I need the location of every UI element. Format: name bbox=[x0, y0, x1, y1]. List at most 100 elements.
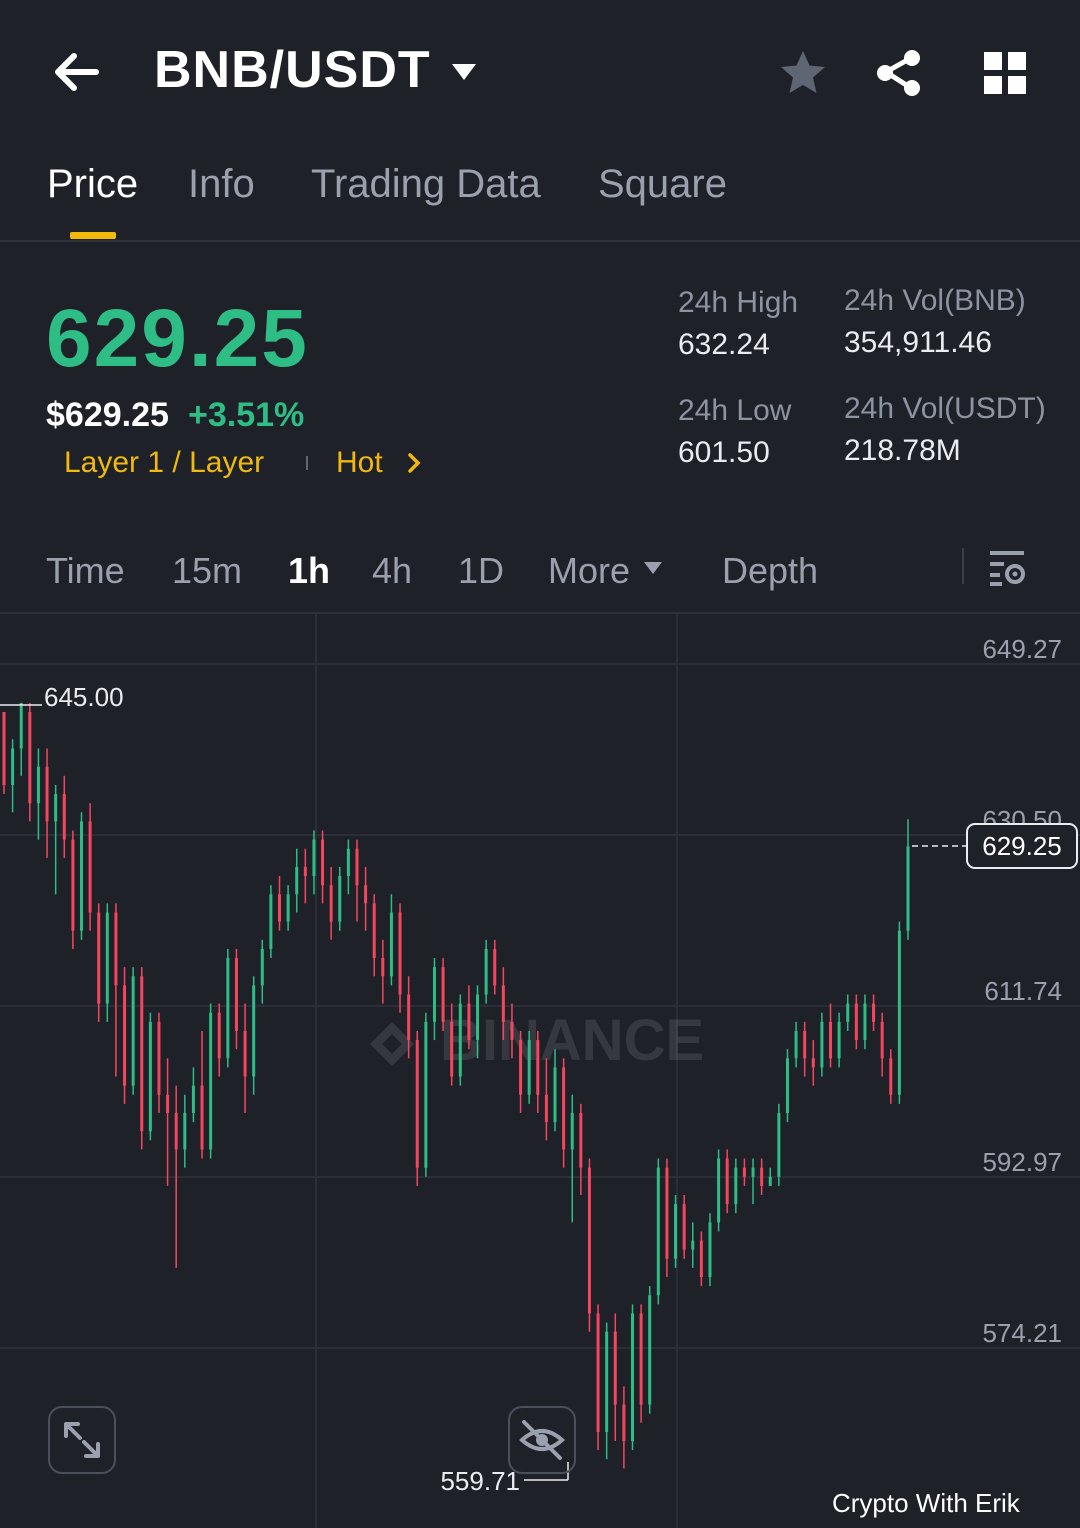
candle-body bbox=[200, 1085, 204, 1150]
tab-price[interactable]: Price bbox=[47, 162, 139, 206]
candle-body bbox=[329, 885, 333, 922]
candle-body bbox=[54, 794, 58, 822]
candle-body bbox=[303, 866, 307, 877]
candle-body bbox=[79, 821, 83, 931]
category-tag[interactable]: Layer 1 / Layer bbox=[64, 446, 265, 479]
tab-square[interactable]: Square bbox=[598, 162, 727, 206]
candle-body bbox=[62, 794, 66, 840]
interval-15m[interactable]: 15m bbox=[172, 550, 243, 591]
candle-body bbox=[389, 912, 393, 977]
candle-body bbox=[71, 839, 75, 931]
hide-indicators-button[interactable] bbox=[508, 1406, 576, 1474]
candle-body bbox=[699, 1240, 703, 1278]
grid-menu-icon[interactable] bbox=[982, 50, 1028, 96]
expand-chart-button[interactable] bbox=[48, 1406, 116, 1474]
y-axis-label: 649.27 bbox=[982, 634, 1062, 664]
pair-title[interactable]: BNB/USDT bbox=[154, 41, 431, 99]
candle-body bbox=[432, 967, 436, 1022]
candle-body bbox=[441, 967, 445, 1022]
candle-body bbox=[381, 958, 385, 977]
candle-body bbox=[321, 839, 325, 886]
candle-body bbox=[587, 1167, 591, 1314]
candle-body bbox=[656, 1167, 660, 1296]
candle-body bbox=[269, 894, 273, 949]
watermark: BINANCE bbox=[370, 1008, 704, 1073]
candle-body bbox=[544, 1094, 548, 1123]
candle-body bbox=[364, 885, 368, 904]
candle-body bbox=[243, 1030, 247, 1077]
candle-body bbox=[811, 1058, 815, 1068]
interval-time[interactable]: Time bbox=[46, 550, 125, 591]
candle-body bbox=[674, 1204, 678, 1259]
candle-body bbox=[579, 1112, 583, 1168]
candle-body bbox=[820, 1021, 824, 1068]
candle-body bbox=[191, 1085, 195, 1113]
pair-dropdown-icon[interactable] bbox=[450, 62, 478, 82]
candle-body bbox=[854, 1003, 858, 1041]
candle-body bbox=[889, 1058, 893, 1095]
candle-body bbox=[785, 1058, 789, 1113]
watermark-text: BINANCE bbox=[440, 1008, 704, 1073]
more-dropdown-icon[interactable] bbox=[642, 560, 664, 576]
depth-tab[interactable]: Depth bbox=[722, 550, 819, 591]
candle-body bbox=[278, 894, 282, 922]
candle-body bbox=[751, 1167, 755, 1177]
vol-quote-value: 218.78M bbox=[844, 434, 961, 467]
candle-body bbox=[476, 994, 480, 1041]
candle-body bbox=[553, 1067, 557, 1123]
interval-4h[interactable]: 4h bbox=[372, 550, 413, 591]
candle-body bbox=[407, 994, 411, 1041]
candle-body bbox=[217, 1012, 221, 1059]
interval-1h[interactable]: 1h bbox=[288, 550, 331, 591]
candle-body bbox=[708, 1222, 712, 1278]
candle-body bbox=[458, 1003, 462, 1077]
last-price: 629.25 bbox=[46, 293, 309, 384]
candle-body bbox=[398, 912, 402, 995]
candle-body bbox=[209, 1012, 213, 1150]
high-value: 632.24 bbox=[678, 328, 770, 361]
candle-body bbox=[872, 1003, 876, 1022]
candle-body bbox=[260, 948, 264, 986]
candle-body bbox=[97, 912, 101, 1004]
hot-tag[interactable]: Hot bbox=[336, 446, 383, 479]
tab-info[interactable]: Info bbox=[188, 162, 255, 206]
chevron-right-icon[interactable] bbox=[406, 452, 422, 474]
vol-base-value: 354,911.46 bbox=[844, 326, 992, 359]
candle-body bbox=[19, 702, 23, 749]
candle-body bbox=[760, 1167, 764, 1186]
max-price-label: 645.00 bbox=[44, 682, 124, 712]
interval-1d[interactable]: 1D bbox=[458, 550, 505, 591]
candle-body bbox=[777, 1112, 781, 1177]
candle-body bbox=[28, 712, 32, 804]
candle-body bbox=[897, 930, 901, 1095]
candle-body bbox=[484, 948, 488, 995]
low-label: 24h Low bbox=[678, 394, 792, 427]
interval-more[interactable]: More bbox=[548, 550, 631, 591]
chart-settings-icon[interactable] bbox=[986, 548, 1028, 588]
candle-body bbox=[174, 1112, 178, 1150]
candle-body bbox=[596, 1313, 600, 1432]
candle-body bbox=[725, 1158, 729, 1205]
candle-body bbox=[131, 976, 135, 1086]
candle-body bbox=[45, 766, 49, 822]
candles bbox=[2, 702, 910, 1469]
tab-trading-data[interactable]: Trading Data bbox=[311, 162, 541, 206]
candle-body bbox=[286, 894, 290, 922]
candle-body bbox=[226, 958, 230, 1059]
candle-body bbox=[613, 1331, 617, 1405]
candle-body bbox=[338, 876, 342, 922]
divider bbox=[962, 548, 964, 584]
divider bbox=[0, 612, 1080, 614]
back-arrow-icon[interactable] bbox=[50, 48, 102, 96]
candle-body bbox=[36, 766, 40, 804]
candle-body bbox=[768, 1176, 772, 1186]
candle-body bbox=[312, 839, 316, 877]
candle-body bbox=[88, 821, 92, 913]
candle-body bbox=[536, 1040, 540, 1095]
share-icon[interactable] bbox=[874, 48, 924, 98]
candle-body bbox=[252, 985, 256, 1077]
favorite-star-icon[interactable] bbox=[778, 48, 828, 98]
candle-body bbox=[2, 712, 6, 785]
